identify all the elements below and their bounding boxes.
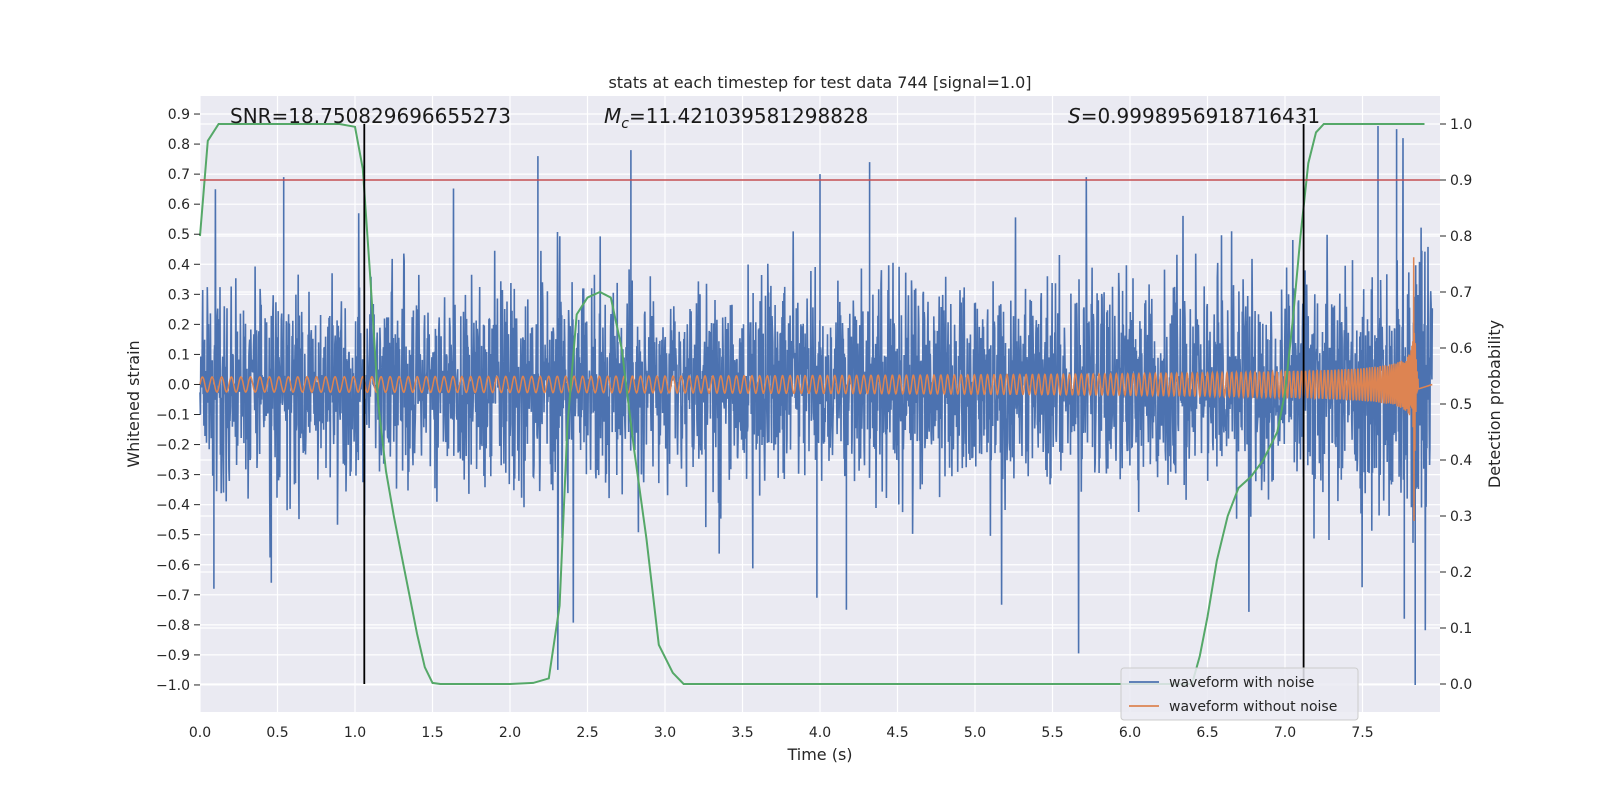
y2-tick-label: 0.3 <box>1450 509 1472 525</box>
x-tick-label: 5.0 <box>964 725 986 741</box>
y-tick-label: 0.8 <box>168 137 190 153</box>
chirp-mass-subscript: c <box>621 116 629 132</box>
x-tick-label: 4.5 <box>886 725 908 741</box>
noise-waveform-line <box>199 126 1434 685</box>
y-tick-label: −0.3 <box>156 468 190 484</box>
y-tick-label: 0.9 <box>168 107 190 123</box>
legend-box <box>1120 667 1359 721</box>
significance-value: =0.9998956918716431 <box>1081 104 1320 128</box>
legend-label-clean: waveform without noise <box>1169 699 1337 715</box>
y-tick-label: 0.1 <box>168 347 190 363</box>
y2-tick-label: 0.5 <box>1450 397 1472 413</box>
x-tick-label: 0.0 <box>189 725 211 741</box>
x-tick-label: 2.0 <box>499 725 521 741</box>
y-tick-label: −0.8 <box>156 618 190 634</box>
x-tick-label: 6.5 <box>1196 725 1218 741</box>
y2-tick-labels: 1.0 0.9 0.8 0.7 0.6 0.5 0.4 0.3 0.2 0.1 0.0 <box>1440 117 1472 693</box>
chirp-mass-value: =11.421039581298828 <box>629 104 868 128</box>
y2-tick-label: 0.7 <box>1450 285 1472 301</box>
x-tick-label: 3.0 <box>654 725 676 741</box>
y-tick-label: −0.2 <box>156 438 190 454</box>
y2-tick-label: 0.2 <box>1450 565 1472 581</box>
significance-symbol: S <box>1068 104 1081 128</box>
y-tick-label: −0.5 <box>156 528 190 544</box>
y-tick-labels: 0.9 0.8 0.7 0.6 0.5 0.4 0.3 0.2 0.1 0.0 −0.1 −0.2 −0… <box>156 107 200 694</box>
snr-annotation: SNR=18.750829696655273 <box>230 104 511 128</box>
clean-waveform-line <box>199 257 1433 522</box>
detection-probability-line <box>199 123 1425 685</box>
y2-tick-label: 0.1 <box>1450 621 1472 637</box>
y2-tick-label: 0.4 <box>1450 453 1472 469</box>
y2-tick-label: 0.6 <box>1450 341 1472 357</box>
x-tick-label: 7.0 <box>1274 725 1296 741</box>
x-axis-label: Time (s) <box>786 745 852 764</box>
x-tick-label: 1.5 <box>421 725 443 741</box>
y-tick-label: −0.9 <box>156 648 190 664</box>
y-tick-label: −1.0 <box>156 678 190 694</box>
x-tick-label: 7.5 <box>1351 725 1373 741</box>
significance-annotation: S=0.9998956918716431 <box>1068 104 1320 128</box>
y2-tick-label: 0.9 <box>1450 173 1472 189</box>
y-tick-label: −0.6 <box>156 558 190 574</box>
probability-series <box>199 123 1425 685</box>
y2-tick-label: 0.8 <box>1450 229 1472 245</box>
legend: waveform with noise waveform without noi… <box>1120 667 1359 721</box>
y2-tick-label: 0.0 <box>1450 677 1472 693</box>
y-tick-label: 0.3 <box>168 287 190 303</box>
x-tick-label: 2.5 <box>576 725 598 741</box>
y-tick-label: 0.2 <box>168 317 190 333</box>
reference-lines <box>200 124 1440 684</box>
x-tick-label: 3.5 <box>731 725 753 741</box>
y-axis-label: Whitened strain <box>124 340 143 467</box>
y-tick-label: −0.1 <box>156 408 190 424</box>
y-tick-label: −0.7 <box>156 588 190 604</box>
chirp-series <box>199 257 1433 522</box>
chart-title: stats at each timestep for test data 744… <box>608 73 1031 92</box>
x-tick-label: 4.0 <box>809 725 831 741</box>
y-tick-label: 0.7 <box>168 167 190 183</box>
x-tick-label: 1.0 <box>344 725 366 741</box>
y-tick-label: 0.6 <box>168 197 190 213</box>
y-tick-label: 0.0 <box>168 377 190 393</box>
x-tick-label: 5.5 <box>1041 725 1063 741</box>
y-tick-label: 0.5 <box>168 227 190 243</box>
chirp-mass-annotation: Mc=11.421039581298828 <box>604 104 868 132</box>
noise-series <box>199 126 1434 685</box>
y-tick-label: −0.4 <box>156 498 190 514</box>
x-tick-label: 0.5 <box>266 725 288 741</box>
chirp-mass-symbol: M <box>604 104 621 128</box>
legend-label-noise: waveform with noise <box>1169 675 1314 691</box>
y-tick-label: 0.4 <box>168 257 190 273</box>
y2-tick-label: 1.0 <box>1450 117 1472 133</box>
x-tick-labels: 0.0 0.5 1.0 1.5 2.0 2.5 3.0 3.5 4.0 4.5 5.0 5.5 6.0 6… <box>189 725 1374 741</box>
y2-axis-label: Detection probability <box>1485 320 1504 488</box>
x-tick-label: 6.0 <box>1119 725 1141 741</box>
